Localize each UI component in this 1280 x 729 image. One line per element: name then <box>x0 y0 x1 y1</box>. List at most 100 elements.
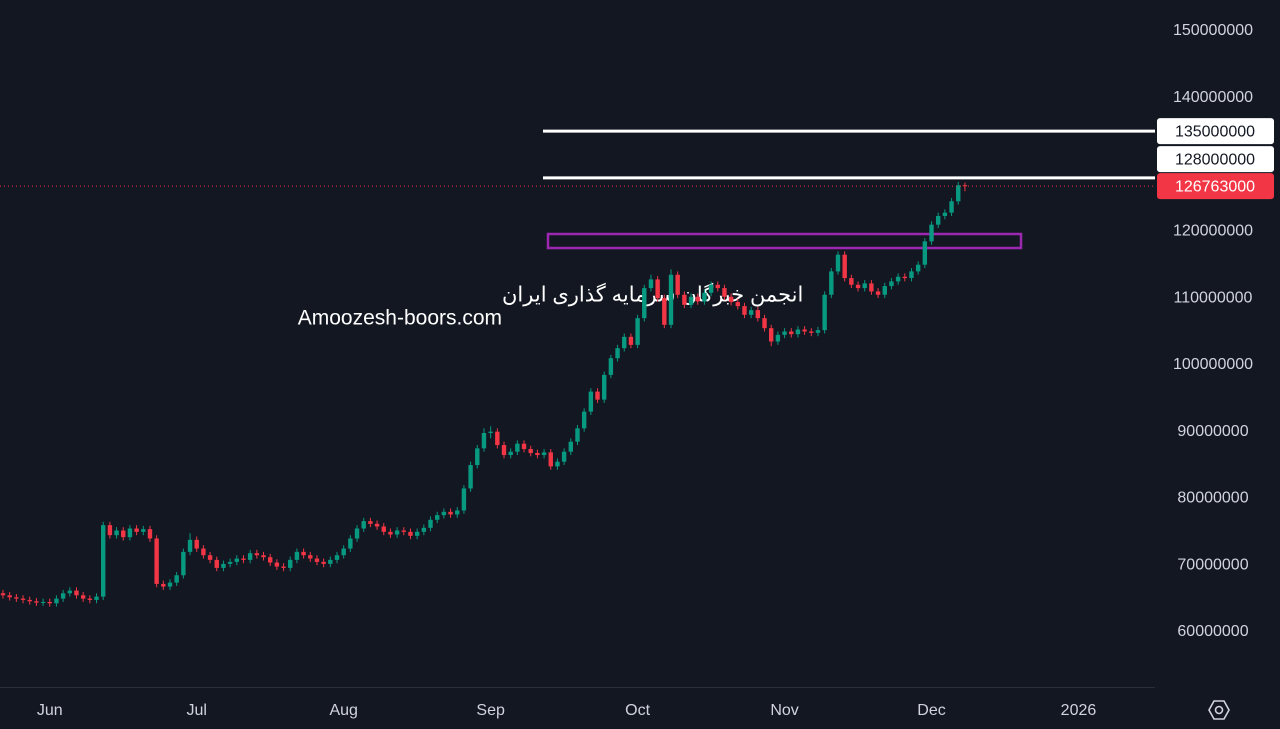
y-tick-label: 120000000 <box>1173 223 1253 240</box>
candle-body <box>334 555 340 560</box>
candle-body <box>541 452 547 456</box>
candle-body <box>261 555 266 558</box>
y-tick-label: 60000000 <box>1177 623 1248 640</box>
candle-body <box>662 298 667 325</box>
candle-body <box>354 528 360 539</box>
y-tick-label: 110000000 <box>1174 289 1253 306</box>
candle-body <box>247 553 253 560</box>
candle-body <box>755 310 761 319</box>
candle-body <box>862 283 867 289</box>
candle-body <box>922 241 928 265</box>
y-tick-label: 150000000 <box>1173 22 1253 39</box>
candle-body <box>722 288 727 297</box>
candle-body <box>421 527 427 532</box>
candle-body <box>602 374 607 400</box>
candle-body <box>408 531 413 536</box>
candle-body <box>321 561 326 564</box>
candle-body <box>7 595 12 598</box>
candle-body <box>241 558 246 560</box>
candle-body <box>595 391 600 400</box>
candle-body <box>688 296 694 305</box>
candle-body <box>829 271 834 295</box>
y-tick-label: 140000000 <box>1173 89 1253 106</box>
candle-body <box>101 525 106 597</box>
candle-body <box>548 452 553 467</box>
candle-body <box>635 318 640 345</box>
candle-body <box>822 294 827 331</box>
candle-body <box>715 284 720 289</box>
candle-body <box>521 443 527 450</box>
candle-body <box>501 445 507 456</box>
x-tick-label: Jul <box>186 702 206 719</box>
candle-body <box>54 598 59 604</box>
y-tick-label: 70000000 <box>1177 556 1248 573</box>
candle-body <box>314 558 320 562</box>
candle-body <box>20 598 26 600</box>
candle-body <box>294 551 300 560</box>
candle-body <box>648 279 654 289</box>
last-price-box <box>1157 173 1274 200</box>
candle-body <box>154 538 159 584</box>
x-tick-label: 2026 <box>1061 702 1097 719</box>
candle-body <box>388 531 393 535</box>
candle-body <box>708 284 714 293</box>
candle-body <box>207 555 213 560</box>
candle-body <box>481 433 487 449</box>
candle-body <box>581 411 587 429</box>
candle-body <box>234 558 239 562</box>
candle-body <box>608 358 614 375</box>
candle-body <box>742 306 747 315</box>
candle-body <box>735 302 740 307</box>
x-tick-label: Oct <box>625 702 650 719</box>
candle-body <box>495 431 500 446</box>
candle-body <box>47 601 52 604</box>
candle-body <box>181 551 186 576</box>
candle-body <box>301 551 306 556</box>
candle-body <box>328 559 333 564</box>
candle-body <box>167 582 173 587</box>
candle-body <box>147 529 153 539</box>
candle-body <box>194 539 199 549</box>
candle-body <box>394 530 400 535</box>
candle-body <box>27 599 32 602</box>
x-tick-label: Sep <box>476 702 505 719</box>
candle-body <box>815 330 821 333</box>
candle-body <box>875 291 881 295</box>
candle-body <box>428 519 433 528</box>
candle-body <box>695 296 700 302</box>
candle-body <box>655 279 660 299</box>
candle-body <box>775 334 781 342</box>
candle-body <box>0 593 6 596</box>
candle-body <box>141 529 146 532</box>
last-price-label: 126763000 <box>1175 178 1255 195</box>
candle-body <box>956 185 961 202</box>
y-tick-label: 90000000 <box>1177 423 1248 440</box>
settings-icon[interactable] <box>1208 700 1230 720</box>
x-tick-label: Jun <box>37 702 63 719</box>
candle-body <box>455 510 460 515</box>
candle-body <box>702 292 707 302</box>
candle-body <box>508 451 513 456</box>
candle-body <box>869 283 874 292</box>
candle-body <box>628 336 634 345</box>
y-tick-label: 100000000 <box>1173 356 1253 373</box>
candle-body <box>174 575 179 583</box>
candle-body <box>561 451 567 462</box>
candle-body <box>615 348 620 359</box>
zone <box>546 232 1023 250</box>
x-tick-label: Nov <box>770 702 798 719</box>
candle-body <box>374 523 380 527</box>
candle-body <box>254 553 260 556</box>
candle-body <box>107 525 113 536</box>
candle-body <box>87 598 93 600</box>
candle-body <box>121 530 126 538</box>
candle-body <box>274 562 280 567</box>
candle-body <box>802 329 807 332</box>
candle-body <box>936 215 941 225</box>
candle-body <box>341 548 346 556</box>
level-box <box>1157 146 1274 173</box>
candle-body <box>94 596 99 600</box>
candle-body <box>668 274 674 325</box>
candle-body <box>475 448 480 466</box>
candle-body <box>942 212 948 216</box>
